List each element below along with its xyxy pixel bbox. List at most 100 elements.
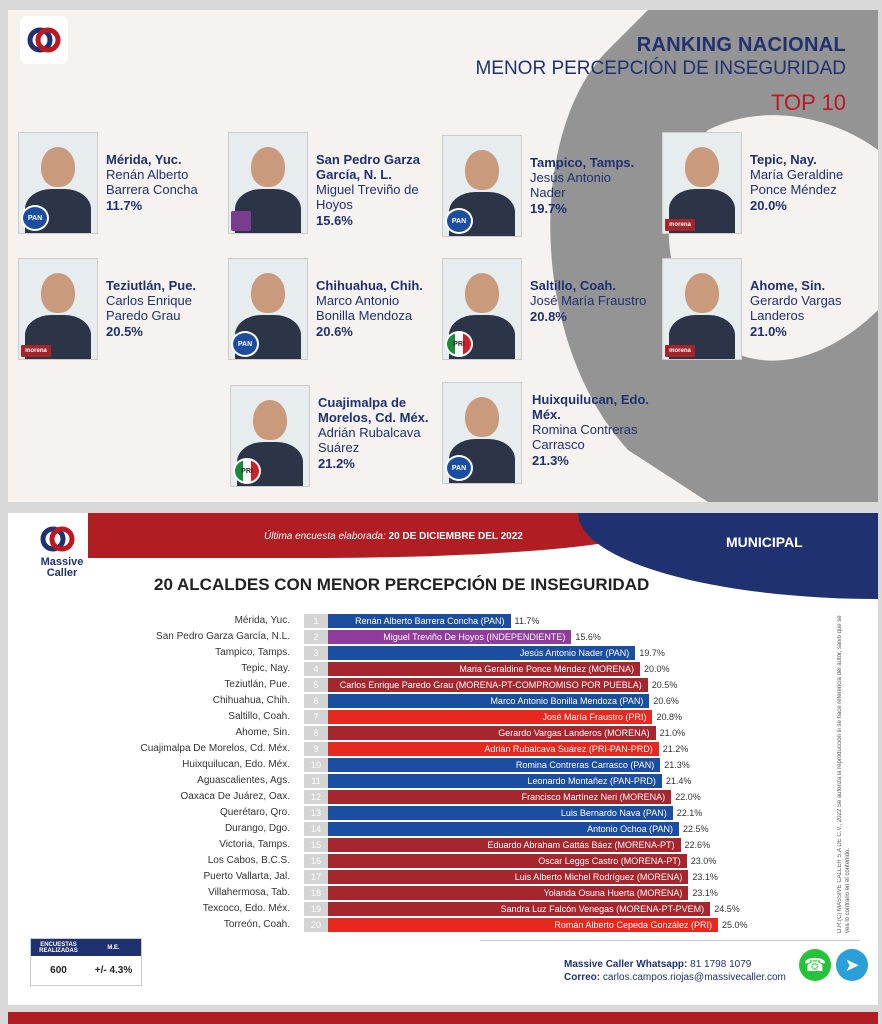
candidate-city: Ahome, Sin.: [750, 278, 826, 293]
candidate-name: Romina Contreras Carrasco: [532, 422, 638, 452]
party-logo-icon: morena: [665, 345, 695, 357]
chart-rank: 6: [304, 694, 328, 708]
chart-bar: Carlos Enrique Paredo Grau (MORENA-PT-CO…: [328, 678, 648, 692]
contact-info: Massive Caller Whatsapp: 81 1798 1079 Co…: [564, 958, 786, 984]
chart-value-label: 11.7%: [514, 616, 540, 626]
chart-value-label: 20.0%: [644, 664, 670, 674]
candidate-name: Jesús Antonio Nader: [530, 170, 611, 200]
chart-bar: Luis Alberto Michel Rodríguez (MORENA): [328, 870, 689, 884]
chart-category-label: Torreón, Coah.: [223, 919, 290, 930]
candidate-city: Mérida, Yuc.: [106, 152, 182, 167]
chart-bar: Maria Geraldine Ponce Méndez (MORENA): [328, 662, 640, 676]
candidate-name: José María Fraustro: [530, 293, 647, 308]
chart-value-label: 20.8%: [656, 712, 682, 722]
candidate-photo: morena: [662, 258, 742, 360]
party-logo-icon: morena: [665, 219, 695, 231]
survey-date: Última encuesta elaborada: 20 DE DICIEMB…: [264, 531, 523, 542]
chart-bar: Leonardo Montañez (PAN-PRD): [328, 774, 662, 788]
ranking-title: RANKING NACIONAL: [636, 34, 846, 56]
footer-divider: [480, 940, 860, 941]
whatsapp-label: Massive Caller Whatsapp:: [564, 959, 688, 970]
party-logo-icon: PAN: [21, 205, 49, 231]
massive-caller-logo: [20, 16, 68, 64]
chart-category-label: Cuajimalpa De Morelos, Cd. Méx.: [140, 743, 291, 754]
candidate-name: María Geraldine Ponce Méndez: [750, 167, 844, 197]
chart-rank: 13: [304, 806, 328, 820]
chart-category-label: Texcoco, Edo. Méx.: [202, 903, 290, 914]
candidate-photo: morena: [18, 258, 98, 360]
chart-value-label: 21.3%: [664, 760, 690, 770]
candidate-percent: 21.0%: [750, 324, 787, 339]
whatsapp-number[interactable]: 81 1798 1079: [690, 959, 752, 970]
ranking-panel: RANKING NACIONAL MENOR PERCEPCIÓN DE INS…: [8, 10, 878, 502]
chart-bar: Luis Bernardo Nava (PAN): [328, 806, 673, 820]
chart-rank: 12: [304, 790, 328, 804]
chart-category-label: Victoria, Tamps.: [219, 839, 290, 850]
candidate-name: Adrián Rubalcava Suárez: [318, 425, 421, 455]
chart-rank: 17: [304, 870, 328, 884]
chart-rank: 15: [304, 838, 328, 852]
whatsapp-icon[interactable]: ☎: [799, 949, 831, 981]
chart-value-label: 22.6%: [684, 840, 711, 850]
stats-box: ENCUESTAS REALIZADAS M.E. 600 +/- 4.3%: [30, 938, 142, 986]
chart-category-label: Aguascalientes, Ags.: [197, 775, 290, 786]
party-logo-icon: PAN: [445, 455, 473, 481]
party-logo-icon: PRI: [445, 331, 473, 357]
chart-bar: Antonio Ochoa (PAN): [328, 822, 679, 836]
chart-bar: Sandra Luz Falcón Venegas (MORENA-PT-PVE…: [328, 902, 711, 916]
chart-bar: Francisco Martínez Neri (MORENA): [328, 790, 672, 804]
chart-bar: Adrián Rubalcava Suárez (PRI-PAN-PRD): [328, 742, 659, 756]
chart-rank: 16: [304, 854, 328, 868]
candidate-percent: 11.7%: [106, 198, 143, 213]
chart-category-label: Ahome, Sin.: [235, 727, 290, 738]
chart-rank: 11: [304, 774, 328, 788]
candidate-city: Saltillo, Coah.: [530, 278, 616, 293]
stats-me-value: +/- 4.3%: [94, 964, 133, 976]
candidate-photo: PRI: [230, 385, 310, 487]
chart-value-label: 23.1%: [692, 888, 718, 898]
municipal-panel: Última encuesta elaborada: 20 DE DICIEMB…: [8, 513, 878, 1005]
candidate-city: Tepic, Nay.: [750, 152, 817, 167]
candidate-name: Miguel Treviño de Hoyos: [316, 182, 419, 212]
chart-category-label: Puerto Vallarta, Jal.: [203, 871, 290, 882]
chart-category-label: Saltillo, Coah.: [228, 711, 290, 722]
telegram-icon[interactable]: ➤: [836, 949, 868, 981]
chart-rank: 18: [304, 886, 328, 900]
chart-value-label: 21.2%: [662, 744, 689, 754]
chart-title: 20 ALCALDES CON MENOR PERCEPCIÓN DE INSE…: [154, 575, 650, 594]
chart-category-label: Huixquilucan, Edo. Méx.: [182, 759, 290, 770]
candidate-photo: PAN: [228, 258, 308, 360]
chart-value-label: 25.0%: [722, 920, 748, 930]
chart-category-label: Mérida, Yuc.: [234, 615, 290, 626]
ranking-subtitle: MENOR PERCEPCIÓN DE INSEGURIDAD: [475, 58, 846, 79]
chart-category-label: Durango, Dgo.: [224, 823, 290, 834]
candidate-percent: 20.0%: [750, 198, 787, 213]
chart-bar: José María Fraustro (PRI): [328, 710, 653, 724]
candidate-photo: [228, 132, 308, 234]
chart-bar: Román Alberto Cepeda González (PRI): [328, 918, 718, 932]
chart-rank: 20: [304, 918, 328, 932]
candidate-city: San Pedro Garza García, N. L.: [316, 152, 421, 182]
candidate-city: Tampico, Tamps.: [530, 155, 635, 170]
section-label: MUNICIPAL: [726, 534, 803, 550]
candidate-city: Teziutlán, Pue.: [106, 278, 197, 293]
party-logo-icon: PAN: [231, 331, 259, 357]
chart-category-label: Oaxaca De Juárez, Oax.: [180, 791, 291, 802]
candidate-photo: PAN: [442, 382, 522, 484]
email-link[interactable]: carlos.campos.riojas@massivecaller.com: [602, 972, 786, 983]
chart-rank: 10: [304, 758, 328, 772]
logo-icon: [27, 27, 61, 53]
massive-caller-icon: [40, 526, 75, 552]
chart-value-label: 23.0%: [690, 856, 717, 866]
stats-header-surveys: ENCUESTAS REALIZADAS: [39, 941, 78, 954]
candidate-name: Gerardo Vargas Landeros: [750, 293, 842, 323]
candidate-photo: morena: [662, 132, 742, 234]
chart-bar: Jesús Antonio Nader (PAN): [328, 646, 636, 660]
chart-category-label: San Pedro Garza García, N.L.: [156, 631, 290, 642]
party-logo-icon: morena: [21, 345, 51, 357]
stats-header-me: M.E.: [107, 944, 120, 951]
chart-rank: 19: [304, 902, 328, 916]
email-label: Correo:: [564, 972, 601, 983]
party-logo-icon: PRI: [233, 458, 261, 484]
next-slide-strip: [8, 1012, 878, 1024]
